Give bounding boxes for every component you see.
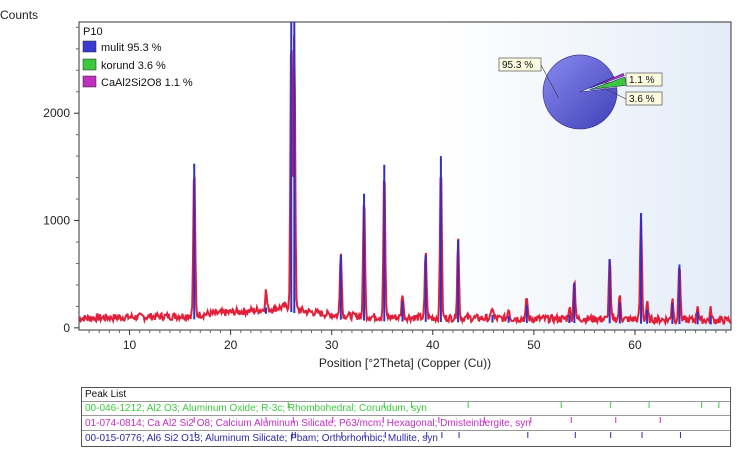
y-tick-label: 1000	[43, 214, 70, 228]
y-tick-label: 2000	[43, 106, 70, 120]
legend-sample-name: P10	[83, 26, 103, 38]
peak-list-row-corundum[interactable]: 00-046-1212; Al2 O3; Aluminum Oxide; R-3…	[82, 402, 730, 416]
y-ticks: 0 1000 2000	[43, 26, 79, 335]
plot-area	[79, 22, 731, 330]
measured-pattern-line	[79, 35, 731, 327]
legend-label-korund: korund 3.6 %	[101, 60, 166, 72]
pie-leader-line	[540, 64, 559, 99]
x-tick-label: 20	[224, 338, 238, 352]
reference-sticks-dmisteinbergite	[193, 417, 661, 423]
legend-swatch-caal2si2o8	[82, 75, 97, 88]
peak-list-row-text: 00-015-0776; Al6 Si2 O13; Aluminum Silic…	[85, 433, 438, 444]
peak-lines	[193, 22, 712, 325]
legend-label-caal2si2o8: CaAl2Si2O8 1.1 %	[101, 77, 193, 89]
pie-label-box	[625, 91, 663, 106]
y-axis-title: Counts	[0, 8, 38, 22]
phase-pie-chart: 95.3 % 1.1 % 3.6 %	[498, 54, 663, 130]
diffraction-chart: Counts Position [°2Theta] (Copper (Cu)) …	[0, 8, 732, 370]
peak-list-row-dmisteinbergite[interactable]: 01-074-0814; Ca Al2 Si2 O8; Calcium Alum…	[82, 417, 730, 431]
plot-border	[78, 21, 732, 331]
x-tick-label: 10	[123, 338, 137, 352]
pie-label: 3.6 %	[629, 94, 655, 105]
legend-swatch-mulit	[82, 40, 97, 53]
y-tick-label: 0	[63, 321, 70, 335]
peak-list-row-text: 01-074-0814; Ca Al2 Si2 O8; Calcium Alum…	[85, 418, 531, 429]
pie-label-box	[498, 57, 542, 72]
pie-slice	[589, 72, 625, 89]
legend-label-mulit: mulit 95.3 %	[101, 42, 162, 54]
x-tick-label: 30	[325, 338, 339, 352]
peak-list-row-text: 00-046-1212; Al2 O3; Aluminum Oxide; R-3…	[85, 403, 427, 414]
reference-sticks-mullite	[194, 432, 681, 438]
peak-list-panel: Peak List 00-046-1212; Al2 O3; Aluminum …	[81, 387, 731, 447]
pie-label: 95.3 %	[502, 60, 533, 71]
pie-slice	[589, 76, 627, 90]
peak-list-title: Peak List	[82, 388, 730, 402]
pie-leader-line	[601, 86, 627, 100]
x-ticks: 10 20 30 40 50 60	[88, 330, 727, 352]
pie-label: 1.1 %	[629, 75, 655, 86]
x-tick-label: 50	[527, 338, 541, 352]
pie-label-box	[625, 72, 663, 87]
pie-slice	[542, 54, 618, 130]
legend: P10 mulit 95.3 % korund 3.6 % CaAl2Si2O8…	[82, 26, 193, 89]
legend-swatch-korund	[82, 58, 97, 71]
reference-sticks-corundum	[287, 402, 720, 408]
x-axis-title: Position [°2Theta] (Copper (Cu))	[319, 356, 491, 370]
peak-list-title-text: Peak List	[85, 389, 127, 400]
x-tick-label: 60	[628, 338, 642, 352]
peak-list-row-mullite[interactable]: 00-015-0776; Al6 Si2 O13; Aluminum Silic…	[82, 432, 730, 446]
x-tick-label: 40	[426, 338, 440, 352]
